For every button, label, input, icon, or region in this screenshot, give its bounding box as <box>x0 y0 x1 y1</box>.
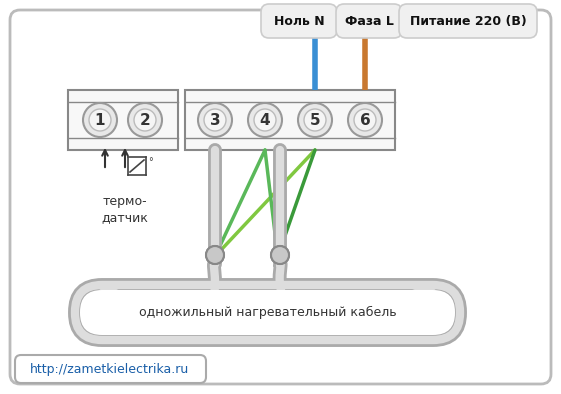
FancyBboxPatch shape <box>15 355 206 383</box>
Circle shape <box>204 109 226 131</box>
FancyBboxPatch shape <box>80 290 455 335</box>
FancyBboxPatch shape <box>185 90 395 150</box>
Text: 6: 6 <box>360 113 370 128</box>
Circle shape <box>254 109 276 131</box>
Text: 3: 3 <box>210 113 220 128</box>
Text: одножильный нагревательный кабель: одножильный нагревательный кабель <box>139 306 396 319</box>
Circle shape <box>298 103 332 137</box>
Circle shape <box>348 103 382 137</box>
Circle shape <box>83 103 117 137</box>
Text: Ноль N: Ноль N <box>274 15 324 28</box>
Circle shape <box>89 109 111 131</box>
Circle shape <box>248 103 282 137</box>
FancyBboxPatch shape <box>10 10 551 384</box>
Circle shape <box>210 250 220 260</box>
Circle shape <box>275 250 285 260</box>
Text: термо-
датчик: термо- датчик <box>102 195 149 224</box>
Text: 5: 5 <box>310 113 320 128</box>
Circle shape <box>198 103 232 137</box>
Circle shape <box>271 246 289 264</box>
Circle shape <box>128 103 162 137</box>
FancyBboxPatch shape <box>336 4 402 38</box>
Circle shape <box>206 246 224 264</box>
Text: °: ° <box>148 157 153 167</box>
Text: 4: 4 <box>260 113 270 128</box>
FancyBboxPatch shape <box>399 4 537 38</box>
Circle shape <box>271 246 289 264</box>
Circle shape <box>354 109 376 131</box>
Circle shape <box>206 246 224 264</box>
Text: Питание 220 (В): Питание 220 (В) <box>410 15 526 28</box>
Text: Фаза L: Фаза L <box>344 15 393 28</box>
FancyBboxPatch shape <box>261 4 337 38</box>
Circle shape <box>134 109 156 131</box>
Text: 1: 1 <box>95 113 105 128</box>
Circle shape <box>304 109 326 131</box>
Text: http://zametkielectrika.ru: http://zametkielectrika.ru <box>30 362 190 375</box>
FancyBboxPatch shape <box>68 90 178 150</box>
Text: 2: 2 <box>140 113 150 128</box>
